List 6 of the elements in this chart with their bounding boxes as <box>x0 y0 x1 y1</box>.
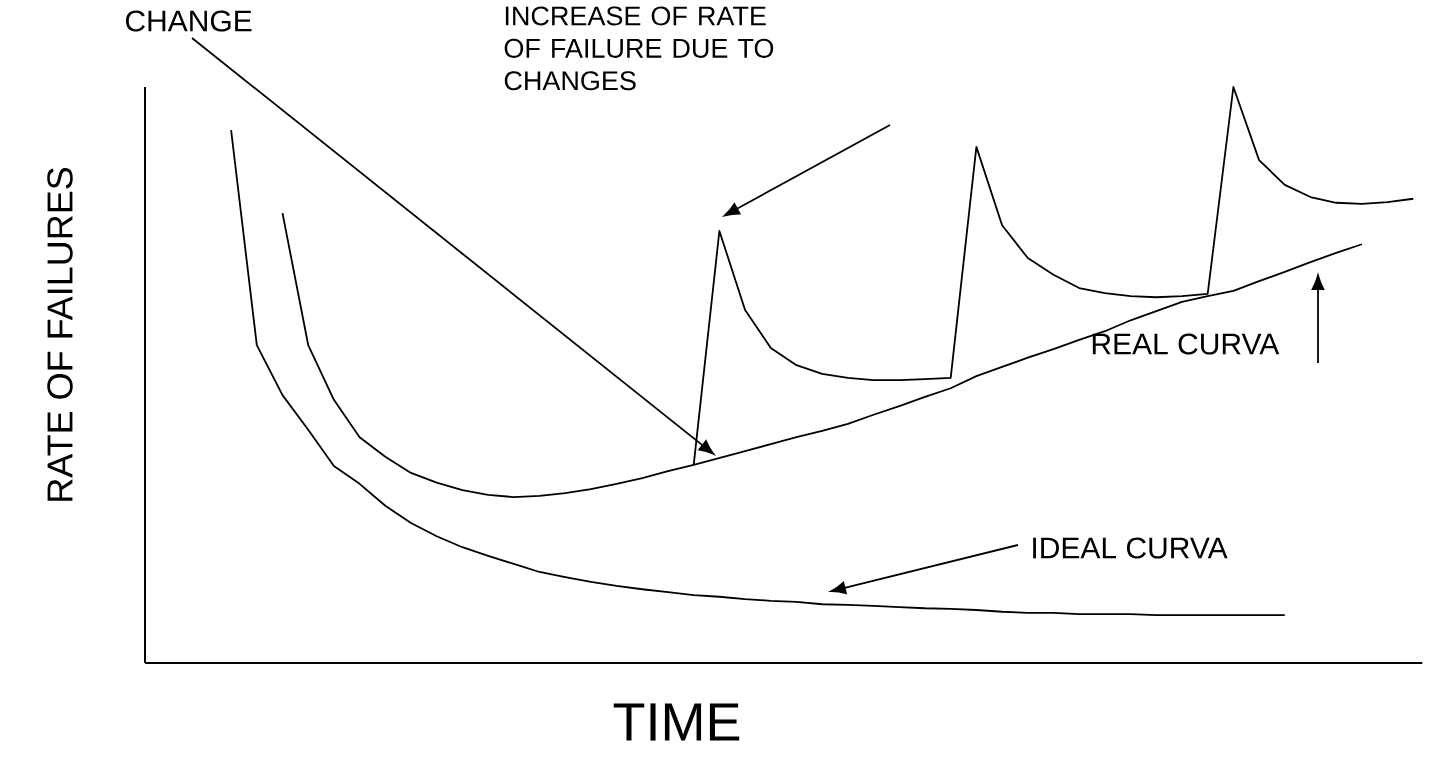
x-axis-title: TIME <box>613 703 740 741</box>
annotation: REAL CURVA <box>1092 333 1280 355</box>
y-axis-title: RATE OF FAILURES <box>47 167 73 501</box>
annotation: INCREASE OF RATE OF FAILURE DUE TO CHANGES <box>504 6 774 91</box>
annotation: IDEAL CURVA <box>1033 537 1228 559</box>
text: CHANGE <box>125 10 252 32</box>
